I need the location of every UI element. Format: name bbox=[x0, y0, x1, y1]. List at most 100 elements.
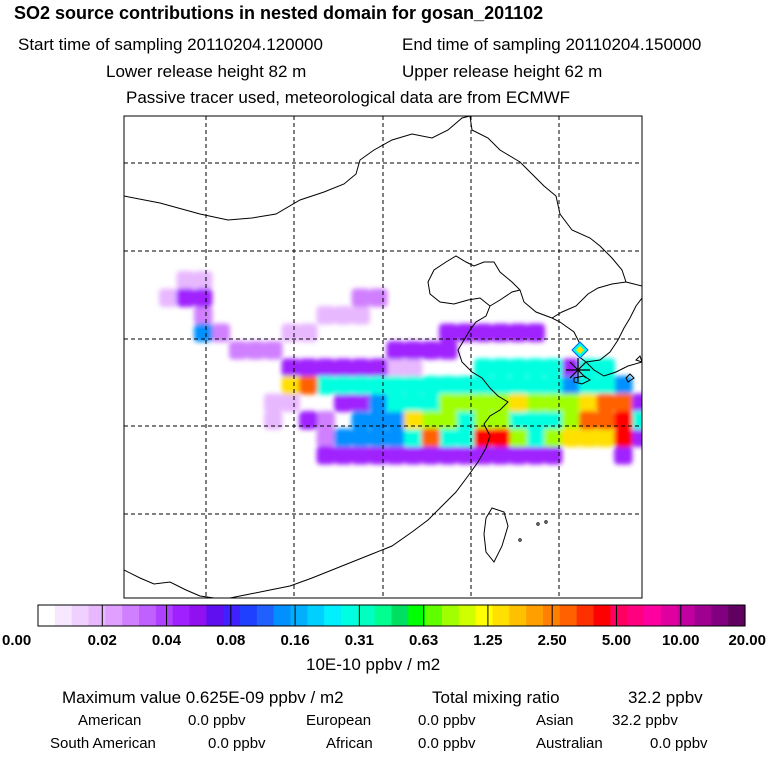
colorbar-swatch bbox=[492, 605, 510, 626]
plume-cell bbox=[456, 428, 475, 447]
plume-cell bbox=[579, 393, 598, 412]
plume-cell bbox=[561, 376, 580, 395]
plume-cell bbox=[421, 393, 440, 412]
plume-cell bbox=[369, 446, 388, 465]
plume-cell bbox=[614, 446, 633, 465]
plume-cell bbox=[596, 358, 615, 377]
plume-cell bbox=[439, 341, 458, 360]
plume-cell bbox=[404, 376, 423, 395]
plume-cell bbox=[316, 306, 335, 325]
colorbar-swatch bbox=[105, 605, 123, 626]
plume-cell bbox=[351, 411, 370, 430]
plume-cell bbox=[456, 323, 475, 342]
total-mixing-value: 32.2 ppbv bbox=[628, 688, 703, 707]
plume-cell bbox=[369, 428, 388, 447]
plume-cell bbox=[491, 376, 510, 395]
source-value-african: 0.0 ppbv bbox=[418, 735, 476, 752]
tracer-note: Passive tracer used, meteorological data… bbox=[126, 88, 571, 107]
colorbar-swatch bbox=[223, 605, 241, 626]
colorbar-swatch bbox=[240, 605, 258, 626]
plume-cell bbox=[386, 428, 405, 447]
plume-cell bbox=[334, 428, 353, 447]
plume-cell bbox=[631, 411, 642, 430]
colorbar-swatch bbox=[324, 605, 342, 626]
source-name-asian: Asian bbox=[536, 712, 574, 729]
plume-cell bbox=[474, 393, 493, 412]
plume-cell bbox=[509, 358, 528, 377]
plume-cell bbox=[474, 446, 493, 465]
plume-cell bbox=[544, 358, 563, 377]
plume-cell bbox=[491, 358, 510, 377]
colorbar-tick-label: 0.63 bbox=[409, 632, 439, 649]
plume-cell bbox=[386, 411, 405, 430]
colorbar-tick-label: 0.02 bbox=[87, 632, 117, 649]
plume-cell bbox=[421, 411, 440, 430]
plume-cell bbox=[614, 376, 633, 395]
plume-cell bbox=[421, 376, 440, 395]
plume-cell bbox=[544, 446, 563, 465]
plume-cell bbox=[264, 411, 283, 430]
colorbar-swatch bbox=[711, 605, 729, 626]
graticule bbox=[124, 116, 642, 598]
colorbar-tick-label: 2.50 bbox=[537, 632, 567, 649]
plume-cell bbox=[194, 288, 213, 307]
plume-cell bbox=[194, 306, 213, 325]
plume-cell bbox=[614, 393, 633, 412]
plume-cell bbox=[526, 446, 545, 465]
plume-cell bbox=[614, 411, 633, 430]
colorbar-swatch bbox=[256, 605, 275, 626]
source-value-european: 0.0 ppbv bbox=[418, 712, 476, 729]
receptor-plume-core bbox=[576, 346, 584, 354]
coastlines bbox=[124, 116, 642, 598]
colorbar-swatch bbox=[206, 605, 224, 626]
colorbar-swatch bbox=[644, 605, 662, 626]
plume-cell bbox=[439, 393, 458, 412]
colorbar-swatch bbox=[425, 605, 443, 626]
plume-cell bbox=[421, 341, 440, 360]
island-dot bbox=[536, 522, 540, 526]
plume-cell bbox=[474, 323, 493, 342]
maximum-value: Maximum value 0.625E-09 ppbv / m2 bbox=[62, 688, 344, 707]
plume-cell bbox=[526, 393, 545, 412]
plume-cell bbox=[281, 358, 300, 377]
plume-cell bbox=[544, 376, 563, 395]
map-title: SO2 source contributions in nested domai… bbox=[14, 3, 544, 23]
colorbar-swatch bbox=[54, 605, 73, 626]
plume-cell bbox=[386, 358, 405, 377]
colorbar-swatch bbox=[694, 605, 712, 626]
island-dot bbox=[518, 538, 522, 542]
colorbar-tick-label: 0.00 bbox=[2, 632, 32, 649]
plume-cell bbox=[299, 323, 318, 342]
plume-cell bbox=[264, 341, 283, 360]
plume-cell bbox=[351, 446, 370, 465]
mongolia-border bbox=[124, 116, 471, 221]
colorbar-swatch bbox=[509, 605, 527, 626]
korean-peninsula bbox=[551, 281, 642, 363]
plume-cell bbox=[439, 323, 458, 342]
lower-release-height: Lower release height 82 m bbox=[106, 62, 307, 81]
colorbar-swatch bbox=[593, 605, 611, 626]
plume-cell bbox=[421, 446, 440, 465]
plume-cell bbox=[369, 288, 388, 307]
plume-cell bbox=[299, 411, 318, 430]
total-mixing-label: Total mixing ratio bbox=[432, 688, 560, 707]
colorbar-tick-label: 0.04 bbox=[151, 632, 182, 649]
plume-cell bbox=[176, 288, 195, 307]
plume-cell bbox=[439, 376, 458, 395]
ne-china-border bbox=[469, 116, 627, 283]
source-value-south-american: 0.0 ppbv bbox=[208, 735, 266, 752]
colorbar-swatch bbox=[677, 605, 696, 626]
colorbar-tick-label: 1.25 bbox=[473, 632, 503, 649]
source-name-south-american: South American bbox=[50, 735, 156, 752]
plume-cell bbox=[596, 393, 615, 412]
colorbar-swatch bbox=[341, 605, 359, 626]
colorbar-swatch bbox=[526, 605, 544, 626]
plume-cell bbox=[579, 358, 598, 377]
plume-cell bbox=[491, 393, 510, 412]
plume-cell bbox=[246, 341, 265, 360]
plume-cell bbox=[351, 288, 370, 307]
colorbar-swatch bbox=[307, 605, 325, 626]
sampling-end-time: End time of sampling 20110204.150000 bbox=[402, 35, 702, 54]
plume-cell bbox=[474, 411, 493, 430]
plume-cell bbox=[631, 393, 642, 412]
